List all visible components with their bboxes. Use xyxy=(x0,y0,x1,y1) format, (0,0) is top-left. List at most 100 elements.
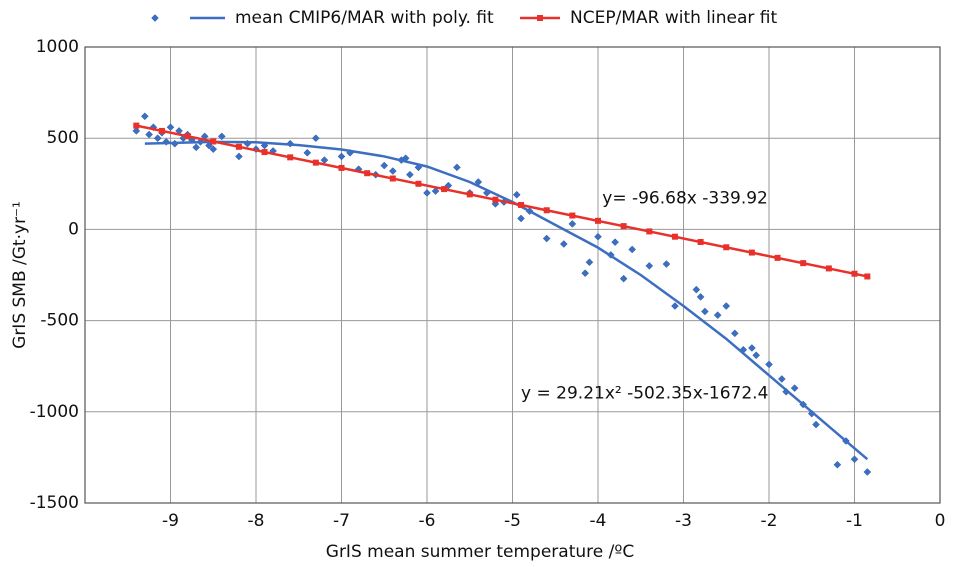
data-point xyxy=(713,311,722,319)
fit-line xyxy=(136,124,868,278)
data-point xyxy=(517,214,525,223)
x-tick-label: -6 xyxy=(419,511,436,531)
data-point xyxy=(184,133,191,140)
data-point xyxy=(701,307,709,316)
data-point xyxy=(812,420,820,429)
data-point xyxy=(166,123,175,132)
data-point xyxy=(825,265,832,272)
data-point xyxy=(585,258,594,267)
data-point xyxy=(864,273,871,280)
y-tick-label: 500 xyxy=(47,128,79,148)
data-point xyxy=(850,455,859,464)
data-point xyxy=(671,302,679,310)
data-point xyxy=(765,360,773,369)
legend-marker xyxy=(537,15,543,21)
data-point xyxy=(235,143,242,150)
data-point xyxy=(380,161,389,170)
data-point xyxy=(863,468,872,476)
data-point xyxy=(777,375,786,383)
data-point xyxy=(431,187,440,195)
data-point xyxy=(543,207,550,214)
data-point xyxy=(628,245,637,254)
x-tick-label: 0 xyxy=(935,511,946,531)
data-point xyxy=(833,460,842,469)
data-point xyxy=(697,238,704,245)
data-point xyxy=(692,285,701,294)
data-point xyxy=(338,164,345,171)
data-point xyxy=(364,170,371,177)
y-tick-label: -1500 xyxy=(30,493,79,513)
data-point xyxy=(406,170,414,179)
data-point xyxy=(312,159,319,166)
data-point xyxy=(389,175,396,182)
x-tick-label: -9 xyxy=(162,511,179,531)
y-tick-label: 0 xyxy=(68,219,79,239)
data-point xyxy=(492,196,499,203)
data-point xyxy=(748,249,755,256)
data-point xyxy=(518,201,525,208)
data-point xyxy=(646,228,653,235)
data-point xyxy=(542,234,551,243)
data-point xyxy=(512,190,521,199)
data-point xyxy=(620,223,627,230)
data-point xyxy=(800,260,807,267)
data-point xyxy=(595,217,601,224)
fit-equation: y= -96.68x -339.92 xyxy=(602,188,768,208)
data-point xyxy=(559,240,568,248)
data-point xyxy=(774,254,781,261)
x-tick-label: -4 xyxy=(590,511,607,531)
x-tick-label: -2 xyxy=(761,511,778,531)
x-tick-label: -3 xyxy=(675,511,692,531)
data-point xyxy=(466,191,473,198)
data-point xyxy=(132,127,141,135)
data-point xyxy=(153,134,162,143)
data-point xyxy=(722,302,731,310)
data-point xyxy=(287,154,294,161)
data-point xyxy=(581,269,590,278)
data-point xyxy=(441,186,448,193)
x-tick-label: -7 xyxy=(333,511,350,531)
legend-marker xyxy=(151,14,159,22)
x-tick-label: -8 xyxy=(248,511,265,531)
y-axis-label: GrIS SMB /Gt·yr⁻¹ xyxy=(10,201,30,349)
y-tick-label: 1000 xyxy=(36,37,79,57)
data-point xyxy=(158,127,165,134)
data-point xyxy=(611,238,619,247)
data-point xyxy=(423,189,431,197)
data-point xyxy=(619,274,628,283)
data-point xyxy=(696,293,705,301)
y-tick-label: -500 xyxy=(40,311,79,331)
fit-line xyxy=(144,140,869,461)
data-point xyxy=(261,149,268,156)
data-point xyxy=(320,156,329,164)
data-point xyxy=(145,130,153,139)
legend-label: NCEP/MAR with linear fit xyxy=(570,8,777,28)
fit-equation: y = 29.21x² -502.35x-1672.4 xyxy=(521,384,768,404)
data-point xyxy=(337,152,346,161)
data-point xyxy=(662,260,671,268)
data-point xyxy=(140,112,149,121)
data-point xyxy=(133,122,140,129)
plot-frame xyxy=(84,46,941,504)
data-point xyxy=(209,145,218,153)
y-tick-label: -1000 xyxy=(30,402,79,422)
data-point xyxy=(730,329,739,338)
data-point xyxy=(192,143,201,152)
data-point xyxy=(311,134,320,143)
legend-label: mean CMIP6/MAR with poly. fit xyxy=(235,8,494,28)
data-point xyxy=(752,351,761,360)
data-point xyxy=(568,220,577,228)
x-axis-label: GrIS mean summer temperature /ºC xyxy=(326,542,634,562)
data-point xyxy=(210,138,217,145)
data-point xyxy=(723,244,730,251)
data-point xyxy=(303,148,312,157)
data-point xyxy=(235,152,243,161)
x-tick-label: -5 xyxy=(504,511,521,531)
data-point xyxy=(217,132,226,141)
data-point xyxy=(569,212,576,219)
data-point xyxy=(671,233,678,240)
data-point xyxy=(453,163,461,172)
data-point xyxy=(594,232,602,241)
data-point xyxy=(851,270,858,277)
